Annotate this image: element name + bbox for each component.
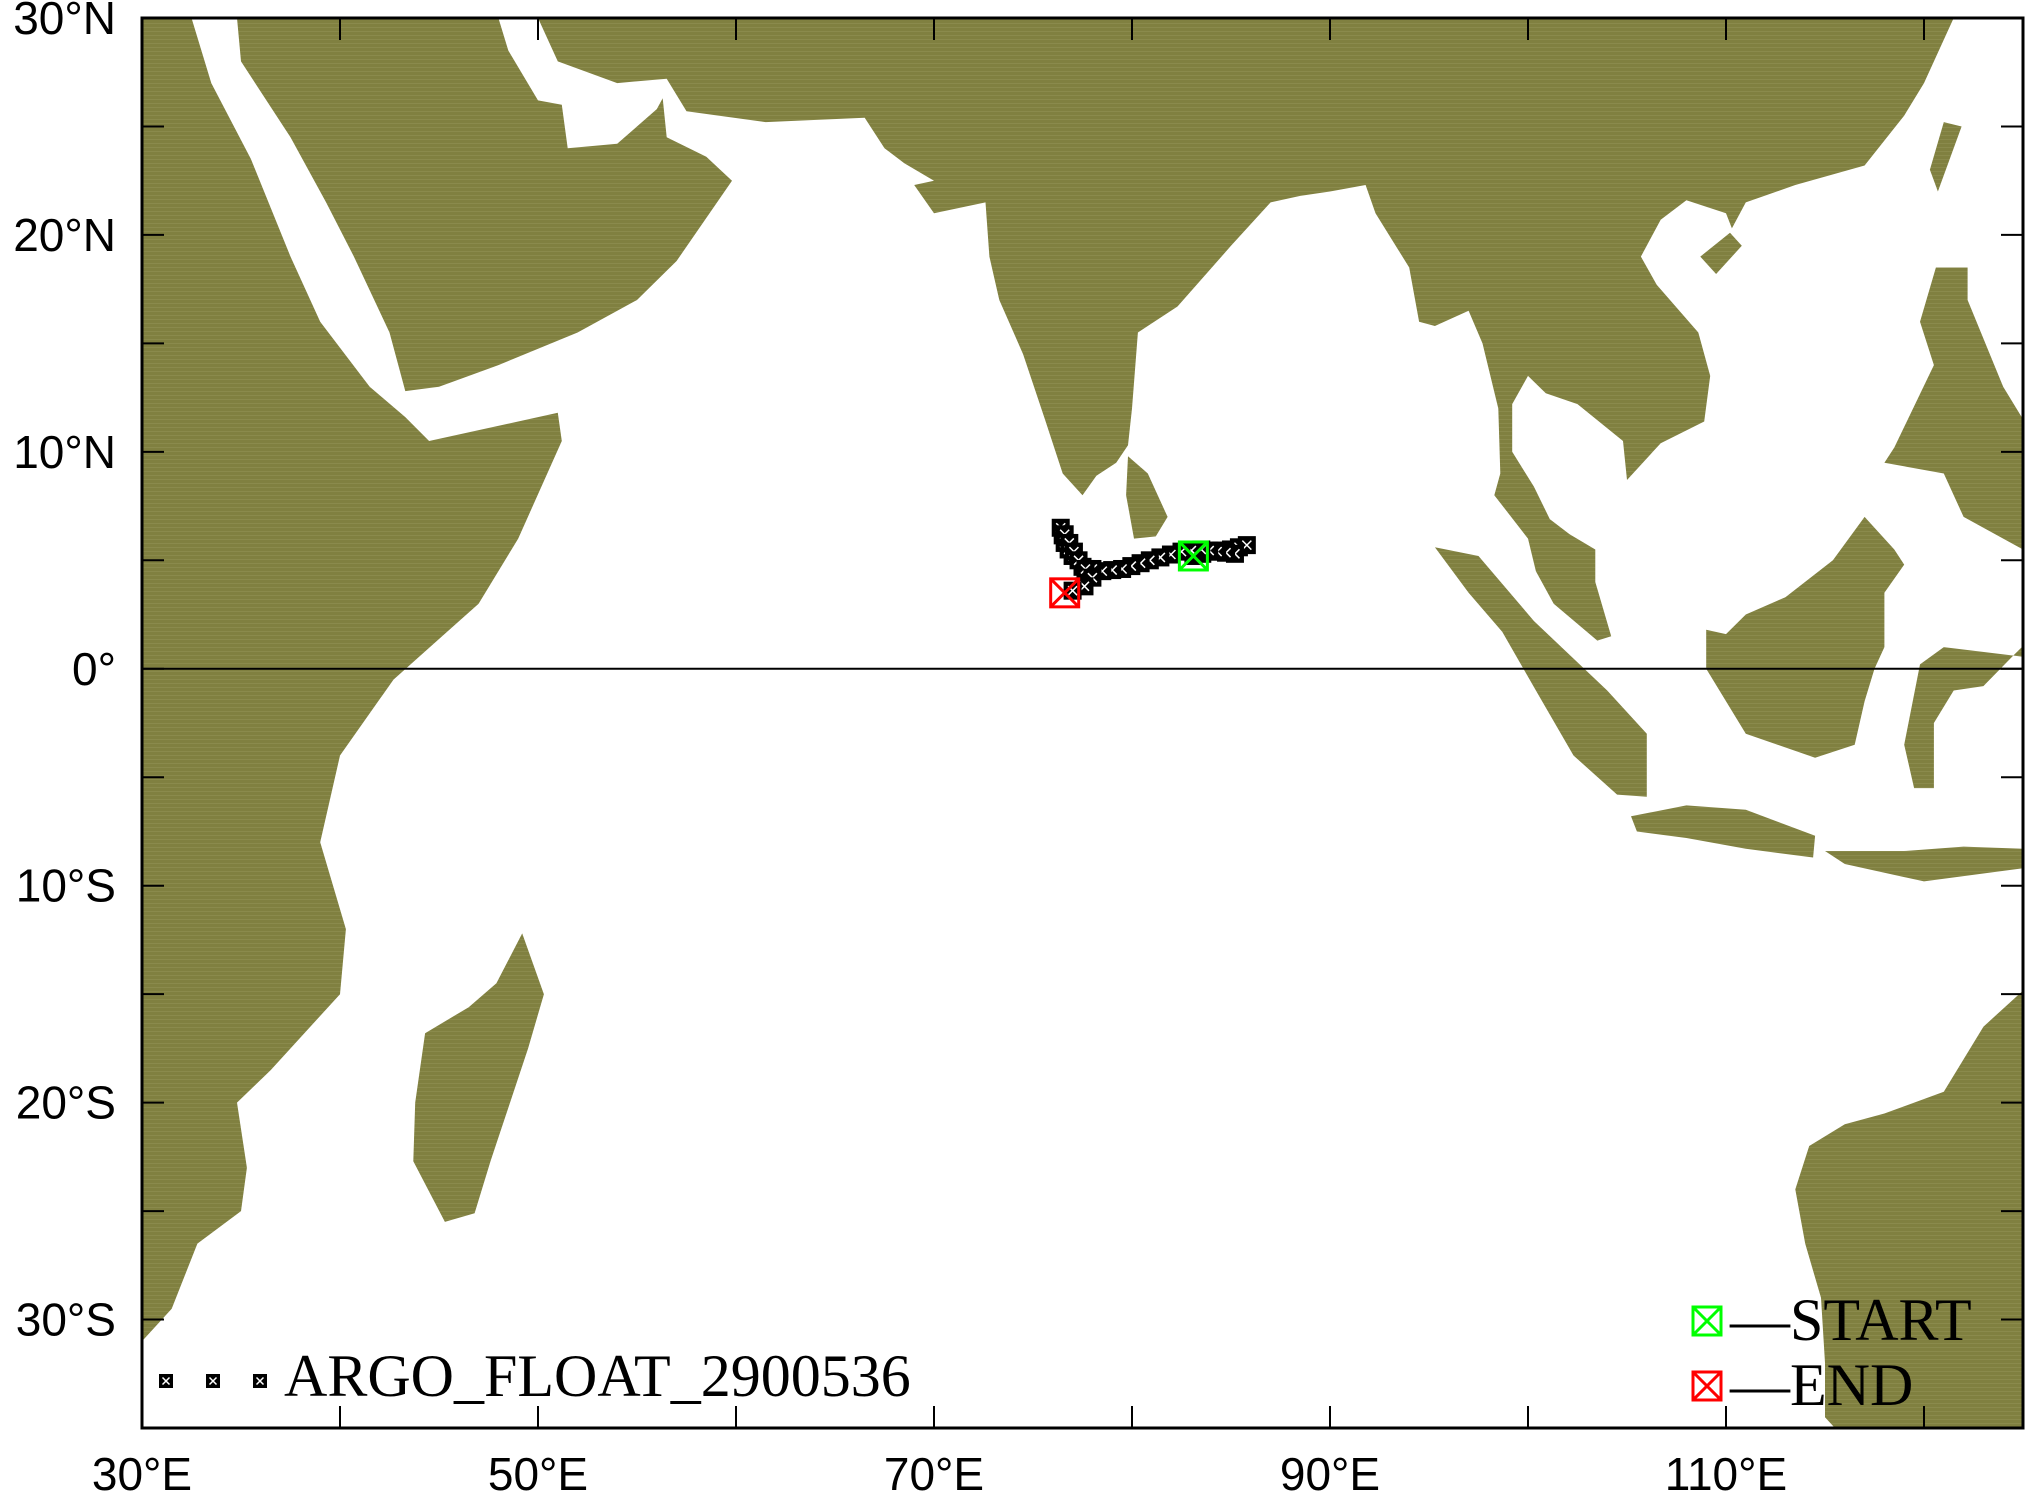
legend-start-end: —START —END xyxy=(1691,1287,1972,1418)
y-tick-label: 0° xyxy=(72,643,116,695)
end-marker-icon xyxy=(1691,1370,1723,1402)
land-philippines xyxy=(1884,267,2023,550)
y-tick-label: 30°N xyxy=(13,0,116,44)
land-masses xyxy=(142,18,2023,1428)
land-sri-lanka xyxy=(1126,456,1168,539)
land-lesser-sunda xyxy=(1825,846,2023,882)
legend-float-marker-icon xyxy=(206,1374,220,1388)
x-tick-label: 70°E xyxy=(884,1448,984,1494)
x-tick-label: 30°E xyxy=(92,1448,192,1494)
land-asia xyxy=(538,18,1954,641)
start-marker xyxy=(1177,540,1209,572)
float-track xyxy=(1049,518,1256,609)
land-java xyxy=(1631,805,1816,858)
end-marker xyxy=(1049,577,1081,609)
start-icon xyxy=(1691,1305,1723,1337)
land-australia xyxy=(1795,990,2023,1428)
x-tick-label: 110°E xyxy=(1665,1448,1787,1494)
y-tick-label: 30°S xyxy=(16,1294,116,1346)
legend-float-marker-icon xyxy=(159,1374,173,1388)
land-taiwan xyxy=(1929,122,1962,192)
x-tick-label: 50°E xyxy=(488,1448,588,1494)
legend-float-label: ARGO_FLOAT_2900536 xyxy=(284,1343,911,1409)
legend-float-markers xyxy=(159,1374,267,1388)
start-marker-icon xyxy=(1691,1305,1723,1337)
land-madagascar xyxy=(413,933,544,1222)
land-sulawesi xyxy=(1904,646,2023,789)
end-icon xyxy=(1691,1370,1723,1402)
y-tick-label: 20°S xyxy=(16,1077,116,1129)
legend-float: ARGO_FLOAT_2900536 xyxy=(159,1343,911,1409)
x-tick-label: 90°E xyxy=(1280,1448,1380,1494)
y-tick-label: 10°S xyxy=(16,860,116,912)
y-tick-label: 10°N xyxy=(13,426,116,478)
land-arabia xyxy=(237,18,732,392)
legend-float-marker-icon xyxy=(253,1374,267,1388)
plot-frame xyxy=(140,16,2025,1430)
axis-labels: 30°E 50°E 70°E 90°E 110°E 30°N 20°N 10°N 0° 10°S 2… xyxy=(13,0,1787,1494)
land-hainan xyxy=(1700,232,1742,274)
y-tick-label: 20°N xyxy=(13,209,116,261)
land-africa xyxy=(142,18,562,1342)
axis-ticks xyxy=(141,17,2023,1429)
land-sumatra xyxy=(1434,547,1647,797)
legend-start-label: —START xyxy=(1729,1287,1972,1353)
legend-end-label: —END xyxy=(1729,1352,1913,1418)
land-borneo xyxy=(1706,516,1905,758)
